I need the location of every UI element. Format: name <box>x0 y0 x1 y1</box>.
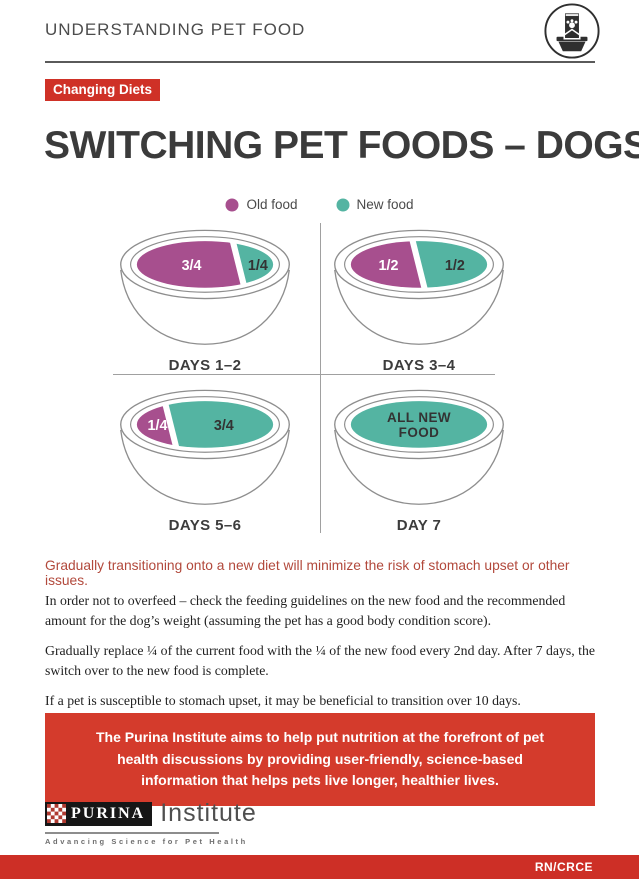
pet-food-icon <box>544 3 600 59</box>
old-food-dot-icon <box>225 198 239 211</box>
bowl-caption: DAYS 1–2 <box>168 357 242 374</box>
logo-tagline: Advancing Science for Pet Health <box>45 837 248 846</box>
legend-label-old: Old food <box>246 197 298 212</box>
legend-label-new: New food <box>356 197 414 212</box>
bowl-caption: DAYS 3–4 <box>382 357 456 374</box>
svg-text:1/4: 1/4 <box>148 418 168 434</box>
new-food-dot-icon <box>336 198 349 211</box>
svg-text:FOOD: FOOD <box>399 425 440 440</box>
header-divider <box>45 61 595 63</box>
body-paragraphs: In order not to overfeed – check the fee… <box>45 591 599 722</box>
quadrant-divider-vertical <box>320 223 321 533</box>
svg-text:ALL NEW: ALL NEW <box>387 410 451 425</box>
checkerboard-icon <box>47 804 66 823</box>
bowl-figure: 1/4 3/4 DAYS 5–6 <box>115 385 295 534</box>
svg-text:1/4: 1/4 <box>248 258 268 274</box>
paragraph-1: In order not to overfeed – check the fee… <box>45 593 566 628</box>
bowl-svg-days-1-2: 3/4 1/4 <box>120 229 290 345</box>
purina-wordmark: PURINA <box>71 804 146 822</box>
bowl-caption: DAY 7 <box>396 517 442 534</box>
paragraph-2: Gradually replace ¼ of the current food … <box>45 643 596 678</box>
legend-item-old-food: Old food <box>225 197 298 212</box>
bowl-figure: ALL NEW FOOD DAY 7 <box>329 385 509 534</box>
legend-item-new-food: New food <box>336 197 414 212</box>
section-tag: Changing Diets <box>45 79 161 101</box>
legend: Old food New food <box>0 197 639 212</box>
bowl-figure: 1/2 1/2 DAYS 3–4 <box>329 225 509 374</box>
lead-sentence: Gradually transitioning onto a new diet … <box>45 558 570 588</box>
bowl-svg-days-3-4: 1/2 1/2 <box>334 229 504 345</box>
svg-text:1/2: 1/2 <box>379 258 399 274</box>
page-title: SWITCHING PET FOODS – DOGS <box>44 124 639 167</box>
page-header-title: UNDERSTANDING PET FOOD <box>45 20 306 39</box>
quadrant-divider-horizontal <box>113 374 495 375</box>
logo-divider <box>45 832 219 834</box>
footer-bar: RN/CRCE <box>0 855 639 879</box>
institute-wordmark: Institute <box>160 799 257 827</box>
paragraph-3: If a pet is susceptible to stomach upset… <box>45 693 521 709</box>
purina-logo-box: PURINA <box>45 801 153 826</box>
svg-text:1/2: 1/2 <box>445 258 465 274</box>
bowl-caption: DAYS 5–6 <box>168 517 242 534</box>
svg-text:3/4: 3/4 <box>182 258 202 274</box>
bowl-svg-days-5-6: 1/4 3/4 <box>120 389 290 505</box>
footer-code: RN/CRCE <box>534 860 593 874</box>
bowl-figure: 3/4 1/4 DAYS 1–2 <box>115 225 295 374</box>
purina-institute-callout: The Purina Institute aims to help put nu… <box>45 713 595 807</box>
purina-institute-logo: PURINA Institute Advancing Science for P… <box>45 799 257 846</box>
svg-text:3/4: 3/4 <box>214 418 234 434</box>
